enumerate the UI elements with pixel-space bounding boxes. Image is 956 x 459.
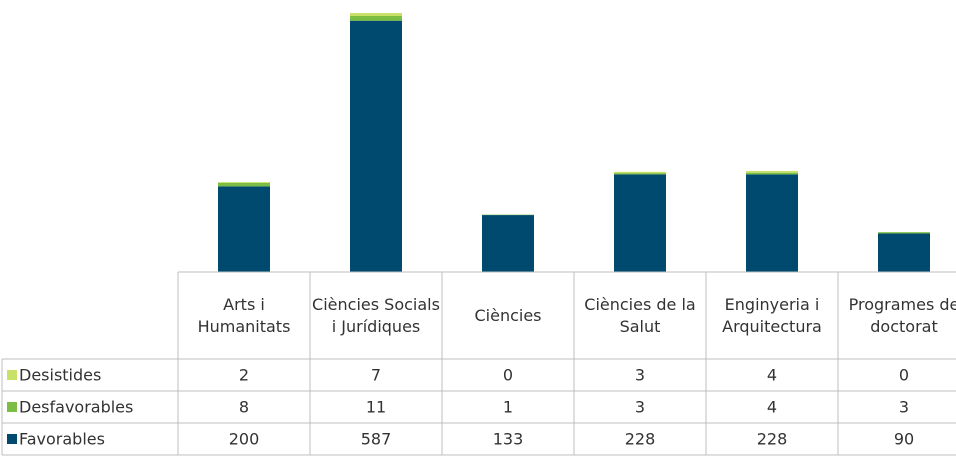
bar-segment: [614, 173, 666, 175]
table-value: 0: [899, 366, 909, 385]
category-label: Ciències de la Salut: [584, 294, 696, 336]
category-cell: Ciències Socials i Jurídiques: [312, 294, 440, 336]
category-cell: Programes de doctorat: [848, 294, 956, 336]
bar-segment: [350, 20, 402, 273]
table-value: 133: [493, 430, 524, 449]
legend-key: [7, 402, 17, 412]
bar-segment: [746, 172, 798, 175]
category-cell: Enginyeria i Arquitectura: [722, 294, 822, 336]
table-value: 3: [635, 398, 645, 417]
legend-label: Desistides: [19, 366, 101, 385]
legend-label: Favorables: [19, 430, 105, 449]
category-label: Ciències Socials i Jurídiques: [312, 294, 440, 336]
bar-segment: [350, 15, 402, 21]
bar-segment: [878, 233, 930, 272]
table-value: 228: [625, 430, 656, 449]
category-cell: Ciències: [474, 305, 542, 325]
table-value: 4: [767, 366, 777, 385]
table-value: 4: [767, 398, 777, 417]
table-value: 2: [239, 366, 249, 385]
table-value: 8: [239, 398, 249, 417]
bar-segment: [878, 232, 930, 234]
legend-label: Desfavorables: [19, 398, 133, 417]
bar-segment: [746, 174, 798, 272]
bar-segment: [218, 186, 270, 272]
bar-segment: [218, 182, 270, 187]
table-value: 11: [366, 398, 386, 417]
category-cell: Ciències de la Salut: [584, 294, 696, 336]
category-label: Ciències: [474, 305, 542, 325]
table-value: 200: [229, 430, 260, 449]
bar-segment: [218, 182, 270, 183]
table-value: 3: [635, 366, 645, 385]
bar-segment: [350, 13, 402, 16]
category-label: Programes de doctorat: [848, 294, 956, 336]
legend-key: [7, 370, 17, 380]
table-value: 3: [899, 398, 909, 417]
category-label: Enginyeria i Arquitectura: [722, 294, 822, 336]
bar-segment: [482, 215, 534, 272]
table-value: 7: [371, 366, 381, 385]
legend-key: [7, 434, 17, 444]
category-label: Arts i Humanitats: [197, 294, 291, 336]
bar-segment: [746, 170, 798, 173]
table-value: 0: [503, 366, 513, 385]
table-value: 228: [757, 430, 788, 449]
bar-segment: [614, 174, 666, 272]
table-value: 90: [894, 430, 914, 449]
category-cell: Arts i Humanitats: [197, 294, 291, 336]
table-value: 1: [503, 398, 513, 417]
bar-segment: [614, 171, 666, 174]
table-value: 587: [361, 430, 392, 449]
